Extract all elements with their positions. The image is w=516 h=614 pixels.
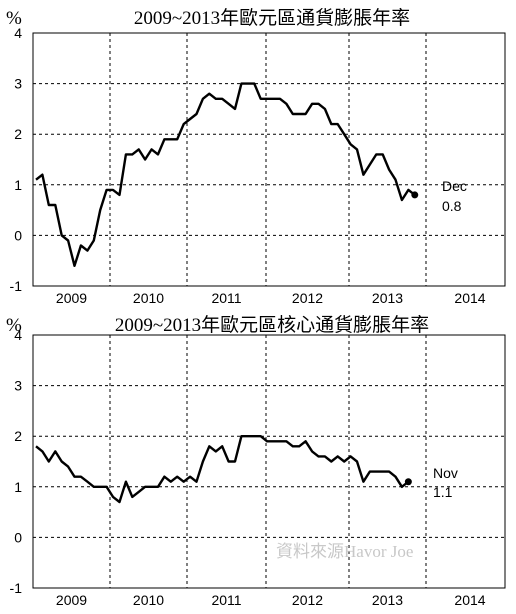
end-value-label: 1.1: [433, 484, 453, 500]
end-month-label: Dec: [442, 178, 467, 194]
x-tick-label: 2012: [292, 592, 323, 608]
y-tick-label: 3: [14, 76, 22, 92]
gridlines: [33, 335, 505, 588]
source-watermark: 資料來源Havor Joe: [276, 542, 413, 561]
unit-label: %: [6, 8, 22, 29]
y-tick-label: -1: [10, 580, 23, 596]
x-tick-label: 2010: [133, 592, 164, 608]
gridlines: [33, 33, 505, 286]
core-inflation-chart: % 2009~2013年歐元區核心通貨膨脹年率 -1 0 1 2 3 4 2009 2010…: [6, 314, 506, 608]
y-tick-label: 0: [14, 227, 22, 243]
y-tick-label: 1: [14, 177, 22, 193]
chart-title: 2009~2013年歐元區核心通貨膨脹年率: [115, 314, 429, 336]
x-tick-label: 2012: [292, 290, 323, 306]
y-tick-label: 4: [14, 25, 22, 41]
y-axis-ticks: -1 0 1 2 3 4: [10, 25, 23, 294]
plot-frame: [32, 32, 506, 287]
series-line: [35, 435, 410, 504]
x-tick-label: 2013: [372, 290, 403, 306]
y-tick-label: 4: [14, 327, 22, 343]
end-month-label: Nov: [433, 465, 458, 481]
x-tick-label: 2014: [454, 290, 485, 306]
x-tick-label: 2011: [211, 592, 241, 608]
end-point-marker: [404, 478, 412, 486]
x-axis-ticks: 2009 2010 2011 2012 2013 2014: [56, 592, 486, 608]
end-value-label: 0.8: [442, 198, 462, 214]
unit-label: %: [6, 315, 22, 336]
x-tick-label: 2011: [211, 290, 241, 306]
x-tick-label: 2009: [56, 290, 87, 306]
plot-frame: [32, 334, 506, 589]
y-tick-label: 3: [14, 378, 22, 394]
y-tick-label: -1: [10, 278, 23, 294]
x-tick-label: 2009: [56, 592, 87, 608]
y-tick-label: 2: [14, 126, 22, 142]
x-axis-ticks: 2009 2010 2011 2012 2013 2014: [56, 290, 486, 306]
series-line: [35, 82, 416, 267]
y-tick-label: 0: [14, 529, 22, 545]
x-tick-label: 2013: [372, 592, 403, 608]
y-tick-label: 2: [14, 428, 22, 444]
y-tick-label: 1: [14, 479, 22, 495]
x-tick-label: 2014: [454, 592, 485, 608]
y-axis-ticks: -1 0 1 2 3 4: [10, 327, 23, 596]
end-point-marker: [411, 191, 419, 199]
chart-title: 2009~2013年歐元區通貨膨脹年率: [134, 7, 410, 29]
x-tick-label: 2010: [133, 290, 164, 306]
